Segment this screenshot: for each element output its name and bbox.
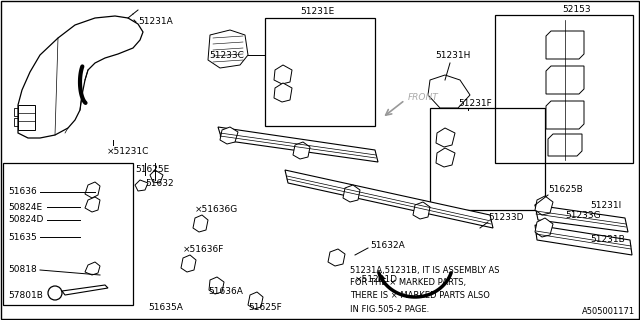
Text: 57801B: 57801B (8, 291, 43, 300)
Text: 51625B: 51625B (548, 186, 583, 195)
Polygon shape (220, 127, 238, 144)
Polygon shape (181, 255, 196, 272)
Text: ×51231D: ×51231D (355, 276, 398, 284)
Bar (3, 163, 133, 305)
Polygon shape (274, 65, 292, 84)
Polygon shape (343, 185, 360, 202)
Text: 51231E: 51231E (300, 7, 334, 17)
Text: IN FIG.505-2 PAGE.: IN FIG.505-2 PAGE. (350, 305, 429, 314)
Bar (14, 118, 18, 126)
Text: 51625F: 51625F (248, 302, 282, 311)
Text: ×51231C: ×51231C (107, 148, 149, 156)
Bar (430, 108, 545, 210)
Polygon shape (85, 197, 100, 212)
Polygon shape (436, 128, 455, 147)
Polygon shape (428, 75, 470, 108)
Polygon shape (535, 205, 628, 232)
Polygon shape (546, 101, 584, 129)
Polygon shape (274, 83, 292, 102)
Text: ×51636F: ×51636F (183, 245, 225, 254)
Text: THERE IS × MARKED PARTS ALSO: THERE IS × MARKED PARTS ALSO (350, 292, 490, 300)
Polygon shape (546, 66, 584, 94)
Text: FRONT: FRONT (408, 92, 439, 101)
Text: 51636: 51636 (8, 188, 36, 196)
Polygon shape (18, 105, 35, 130)
Polygon shape (209, 277, 224, 294)
Polygon shape (535, 218, 553, 237)
Text: 51635: 51635 (8, 233, 36, 242)
Polygon shape (85, 182, 100, 198)
Polygon shape (135, 180, 148, 191)
Polygon shape (413, 202, 430, 219)
Polygon shape (548, 134, 582, 156)
Polygon shape (436, 148, 455, 167)
Bar (495, 15, 633, 163)
Text: ×51636G: ×51636G (195, 205, 238, 214)
Text: 51635A: 51635A (148, 302, 183, 311)
Text: 50818: 50818 (8, 266, 36, 275)
Polygon shape (328, 249, 345, 266)
Polygon shape (535, 225, 632, 255)
Polygon shape (208, 30, 248, 68)
Bar (265, 18, 375, 126)
Bar (14, 108, 18, 116)
Polygon shape (18, 16, 143, 138)
Polygon shape (218, 127, 378, 162)
Text: 51636A: 51636A (208, 287, 243, 297)
Text: 51231A: 51231A (138, 18, 173, 27)
Text: 50824E: 50824E (8, 203, 42, 212)
Polygon shape (62, 285, 108, 295)
Text: 52153: 52153 (562, 5, 591, 14)
Polygon shape (150, 170, 163, 183)
Text: 50824D: 50824D (8, 215, 44, 225)
Text: 51233C: 51233C (209, 51, 244, 60)
Polygon shape (546, 31, 584, 59)
Polygon shape (248, 292, 263, 309)
Text: 51231A,51231B, IT IS ASSEMBLY AS: 51231A,51231B, IT IS ASSEMBLY AS (350, 266, 499, 275)
Text: 51231F: 51231F (458, 99, 492, 108)
Polygon shape (293, 142, 310, 159)
Polygon shape (285, 170, 493, 228)
Text: FOR THE × MARKED PARTS,: FOR THE × MARKED PARTS, (350, 278, 466, 287)
Polygon shape (193, 215, 208, 232)
Text: 51231I: 51231I (590, 201, 621, 210)
Text: 51233G: 51233G (565, 211, 600, 220)
Text: A505001171: A505001171 (582, 308, 635, 316)
Text: 51632: 51632 (145, 179, 173, 188)
Text: 51625E: 51625E (135, 165, 169, 174)
Text: 51632A: 51632A (370, 241, 404, 250)
Text: 51233D: 51233D (488, 213, 524, 222)
Polygon shape (85, 262, 100, 275)
Polygon shape (535, 196, 553, 215)
Text: 51231H: 51231H (435, 51, 470, 60)
Text: 51231B: 51231B (590, 236, 625, 244)
